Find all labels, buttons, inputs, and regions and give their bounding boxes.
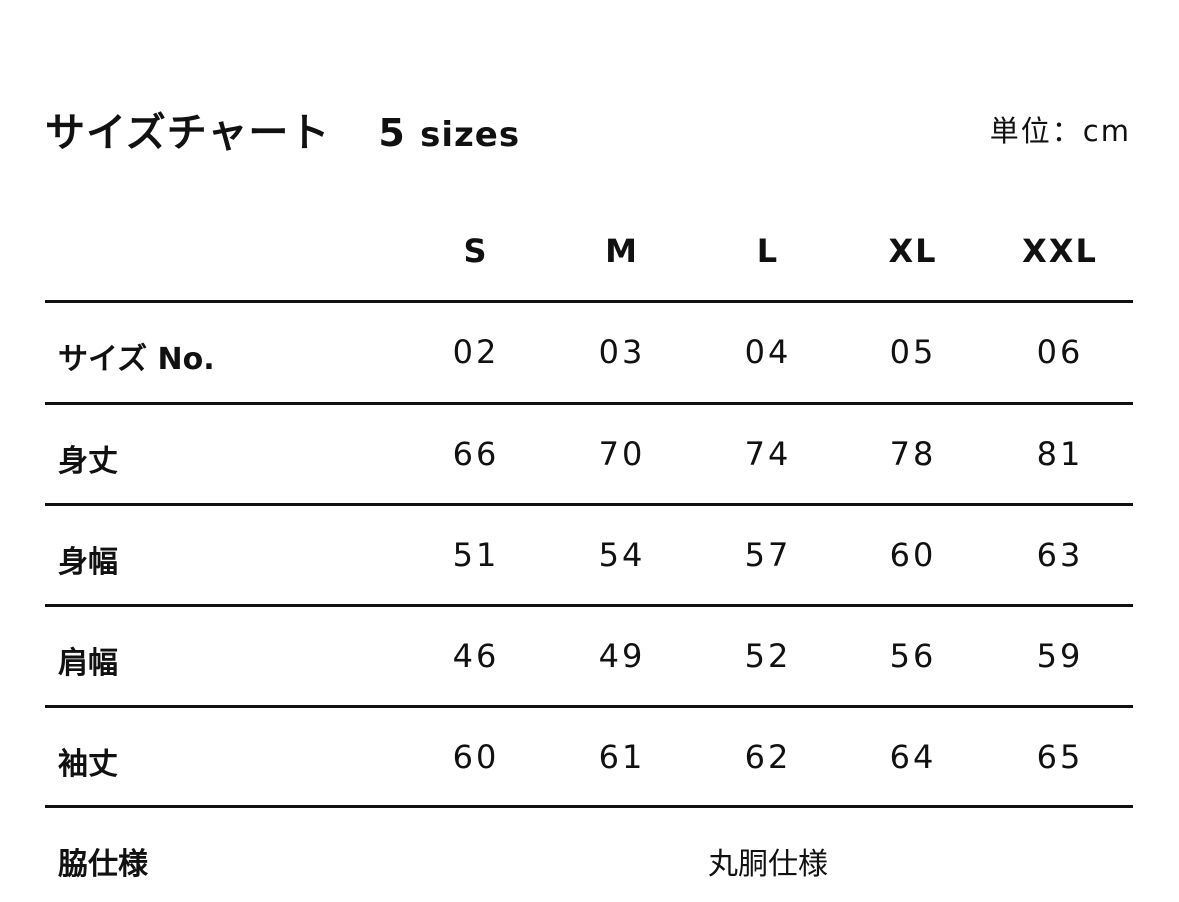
row-divider [45,402,1133,405]
size-count: 5 sizes [378,111,520,155]
table-cell: 81 [1036,435,1084,473]
page-title: サイズチャート 5 sizes [45,100,520,158]
table-cell: 46 [452,637,500,675]
table-cell: 63 [1036,536,1084,574]
table-cell: 04 [744,333,792,371]
table-cell: 59 [1036,637,1084,675]
table-cell: 74 [744,435,792,473]
table-cell: 57 [744,536,792,574]
size-count-number: 5 [378,111,406,155]
row-label: 袖丈 [58,747,118,782]
row-label: 身幅 [58,545,118,580]
row-divider [45,604,1133,607]
table-cell: 54 [598,536,646,574]
table-cell: 56 [889,637,937,675]
table-cell: 64 [889,738,937,776]
table-cell: 61 [598,738,646,776]
column-header: XXL [1022,232,1098,270]
title-text: サイズチャート [45,110,331,156]
table-cell: 78 [889,435,937,473]
column-header: L [756,232,780,270]
side-row-label: 脇仕様 [58,847,148,882]
row-divider [45,805,1133,808]
table-cell: 49 [598,637,646,675]
row-label: 身丈 [58,444,118,479]
table-cell: 02 [452,333,500,371]
table-cell: 06 [1036,333,1084,371]
row-divider [45,300,1133,303]
row-label: 肩幅 [58,646,118,681]
column-header: S [463,232,489,270]
column-header: M [605,232,639,270]
table-cell: 70 [598,435,646,473]
row-label: サイズ No. [58,342,215,377]
side-row-value: 丸胴仕様 [708,847,828,882]
table-cell: 62 [744,738,792,776]
row-divider [45,705,1133,708]
size-count-unit: sizes [420,115,521,155]
unit-label: 単位：cm [989,114,1131,148]
table-cell: 03 [598,333,646,371]
column-header: XL [888,232,938,270]
table-cell: 60 [452,738,500,776]
table-cell: 60 [889,536,937,574]
row-divider [45,503,1133,506]
table-cell: 05 [889,333,937,371]
table-cell: 65 [1036,738,1084,776]
table-cell: 66 [452,435,500,473]
table-cell: 52 [744,637,792,675]
table-cell: 51 [452,536,500,574]
